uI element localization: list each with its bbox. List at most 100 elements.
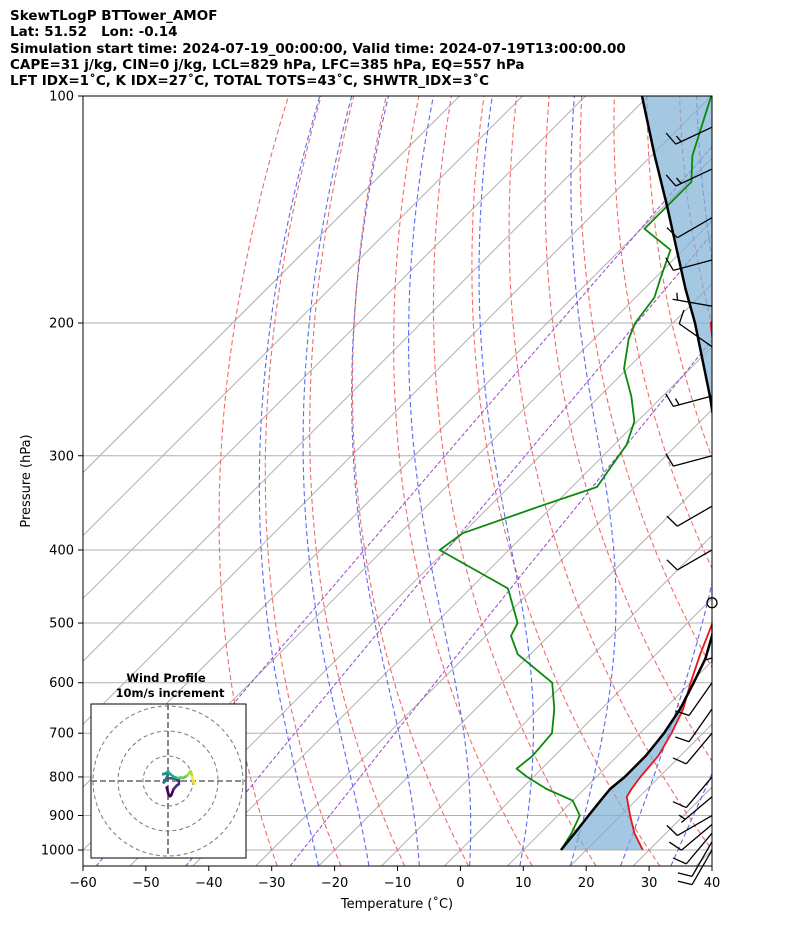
- chart-header: SkewTLogP BTTower_AMOF Lat: 51.52 Lon: -…: [10, 8, 790, 89]
- barb-feather: [672, 801, 687, 809]
- wind-barb: [665, 126, 713, 145]
- wind-barb: [665, 168, 713, 187]
- isotherm-line: [255, 409, 712, 866]
- barb-feather: [672, 757, 687, 765]
- wind-barb: [672, 832, 713, 865]
- barb-half-feather: [678, 814, 686, 820]
- index-values: LFT IDX=1˚C, K IDX=27˚C, TOTAL TOTS=43˚C…: [10, 73, 490, 90]
- barb-feather: [666, 824, 678, 836]
- moist-adiabat: [478, 96, 534, 866]
- barb-shaft: [688, 682, 713, 716]
- wind-barb: [665, 393, 713, 408]
- isotherm-line: [192, 346, 712, 866]
- y-axis-ticks: 100 200 300 400 500 600 700 800 900 1000: [41, 90, 83, 859]
- wind-barb: [665, 257, 713, 271]
- barb-half-feather: [675, 177, 682, 184]
- barb-shaft: [672, 298, 713, 307]
- y-tick-label: 200: [49, 316, 74, 331]
- barb-half-feather: [674, 398, 680, 406]
- wind-barb: [672, 292, 713, 307]
- y-tick-label: 100: [49, 90, 74, 105]
- dry-adiabat: [393, 96, 533, 866]
- moist-adiabat: [619, 96, 712, 866]
- station-location: Lat: 51.52 Lon: -0.14: [10, 24, 178, 41]
- barb-feather: [672, 857, 687, 865]
- x-tick-label: 40: [704, 876, 721, 891]
- dry-adiabat: [309, 96, 406, 866]
- temperature-line: [625, 319, 712, 851]
- x-tick-label: 30: [641, 876, 658, 891]
- hodograph-inset: Wind Profile 10m/s increment: [90, 671, 247, 859]
- x-tick-label: 20: [578, 876, 595, 891]
- barb-feather: [666, 227, 678, 239]
- barb-shaft: [691, 849, 713, 885]
- barb-feather: [666, 515, 678, 527]
- wind-barb: [672, 732, 713, 765]
- barb-feather: [678, 309, 685, 324]
- y-tick-label: 300: [49, 449, 74, 464]
- dry-adiabat: [471, 96, 661, 866]
- barb-feather: [666, 559, 678, 571]
- isotherm-line: [506, 660, 712, 866]
- x-tick-label: 0: [456, 876, 464, 891]
- isotherm-line: [318, 471, 712, 866]
- barb-half-feather: [676, 292, 679, 301]
- x-tick-label: 10: [515, 876, 532, 891]
- x-tick-label: −50: [132, 876, 159, 891]
- isotherm-line: [129, 283, 712, 866]
- wind-barb: [677, 841, 713, 878]
- dry-adiabat: [579, 96, 712, 669]
- moist-adiabat: [258, 96, 321, 866]
- barb-half-feather: [704, 657, 713, 661]
- barb-shaft: [677, 814, 713, 837]
- barb-shaft: [673, 455, 713, 467]
- hodograph-subtitle: 10m/s increment: [116, 686, 225, 700]
- x-tick-label: −60: [69, 876, 96, 891]
- x-axis-label: Temperature (˚C): [340, 896, 453, 912]
- barb-shaft: [677, 549, 713, 571]
- wind-barb: [665, 453, 713, 467]
- barb-shaft: [691, 841, 713, 877]
- wind-barb: [678, 309, 713, 348]
- barb-shaft: [680, 796, 713, 824]
- wind-barb: [666, 549, 713, 571]
- barb-half-feather: [675, 135, 682, 143]
- dry-adiabat: [264, 96, 342, 866]
- barb-feather: [677, 872, 693, 878]
- barb-feather: [675, 736, 690, 743]
- barb-shaft: [685, 732, 713, 765]
- wind-barb: [668, 823, 713, 851]
- moist-adiabat: [569, 96, 617, 866]
- hodograph-plot: [91, 704, 246, 858]
- y-tick-label: 500: [49, 617, 74, 632]
- parcel-line: [560, 96, 712, 851]
- y-tick-label: 400: [49, 543, 74, 558]
- barb-shaft: [675, 126, 713, 145]
- barb-shaft: [677, 505, 713, 527]
- barb-shaft: [685, 832, 713, 865]
- isotherm-line: [381, 534, 712, 866]
- y-tick-label: 900: [49, 809, 74, 824]
- isotherm-line: [83, 96, 460, 474]
- moist-adiabat: [408, 96, 472, 866]
- chart-title: SkewTLogP BTTower_AMOF: [10, 8, 218, 24]
- x-axis-ticks: −60 −50 −40 −30 −20 −10 0 10 20 30 40: [69, 866, 720, 891]
- mixing-ratio-line: [95, 145, 712, 866]
- dry-adiabat: [777, 96, 794, 866]
- isotherm-line: [444, 597, 712, 866]
- dry-adiabat: [218, 96, 290, 866]
- barb-feather: [665, 132, 677, 145]
- wind-barb: [675, 682, 713, 717]
- barb-shaft: [677, 217, 713, 239]
- dry-adiabat: [508, 96, 712, 851]
- dry-adiabat: [711, 96, 712, 104]
- y-tick-label: 1000: [41, 844, 74, 859]
- simulation-times: Simulation start time: 2024-07-19_00:00:…: [10, 40, 626, 57]
- isotherm-line: [569, 723, 712, 866]
- x-tick-label: −10: [384, 876, 411, 891]
- x-tick-label: −20: [321, 876, 348, 891]
- dry-adiabat: [745, 96, 794, 866]
- wind-barb: [677, 849, 713, 886]
- hodograph-segment: [192, 780, 197, 786]
- barb-feather: [675, 710, 690, 717]
